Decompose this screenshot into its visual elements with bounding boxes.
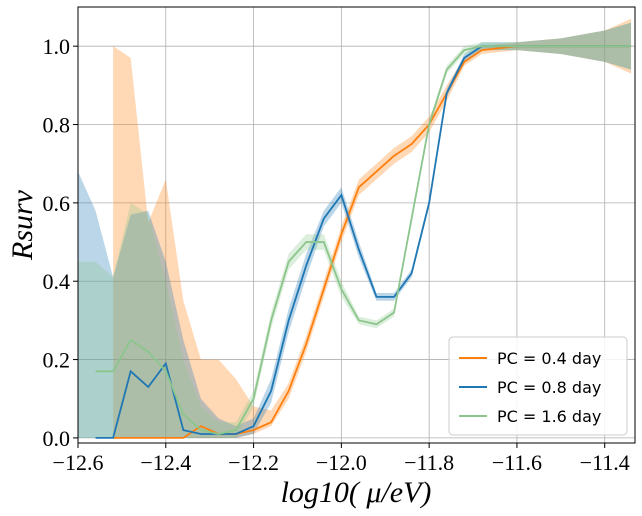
band bbox=[78, 22, 632, 438]
y-axis-label: Rsurv bbox=[6, 189, 39, 261]
legend-label: PC = 0.8 day bbox=[497, 378, 601, 397]
x-tick-label: −11.6 bbox=[492, 450, 542, 475]
y-tick-label: 0.4 bbox=[43, 269, 71, 294]
y-tick-label: 0.6 bbox=[43, 191, 71, 216]
legend-box bbox=[448, 336, 628, 436]
y-tick-label: 1.0 bbox=[43, 34, 71, 59]
x-tick-label: −12.6 bbox=[53, 450, 104, 475]
legend-label: PC = 1.6 day bbox=[497, 407, 601, 426]
x-tick-label: −12.0 bbox=[316, 450, 367, 475]
line bbox=[113, 45, 632, 439]
x-tick-label: −11.4 bbox=[580, 450, 630, 475]
y-tick-label: 0.0 bbox=[43, 426, 71, 451]
y-tick-label: 0.2 bbox=[43, 348, 71, 373]
legend-label: PC = 0.4 day bbox=[497, 349, 601, 368]
band bbox=[78, 22, 632, 438]
plot-frame bbox=[77, 6, 636, 444]
x-tick-label: −12.2 bbox=[228, 450, 279, 475]
band bbox=[113, 18, 632, 438]
plot bbox=[78, 18, 632, 439]
x-tick-label: −12.4 bbox=[140, 450, 191, 475]
x-tick-label: −11.8 bbox=[404, 450, 454, 475]
x-axis-label: log10( μ/eV) bbox=[281, 476, 432, 509]
line bbox=[95, 45, 632, 435]
y-tick-label: 0.8 bbox=[43, 113, 71, 138]
